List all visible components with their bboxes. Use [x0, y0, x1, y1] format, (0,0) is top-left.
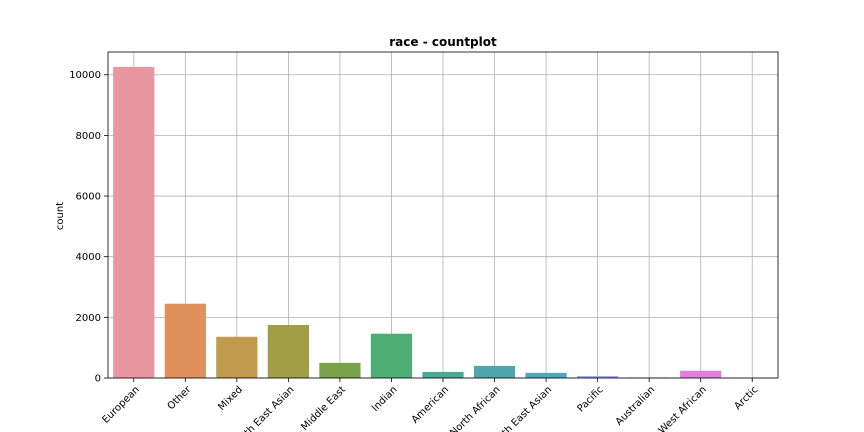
y-axis-label: count: [55, 202, 66, 230]
x-tick-label: American: [410, 384, 451, 425]
bar-other: [164, 303, 206, 378]
x-tick-label: European: [100, 384, 141, 425]
x-tick-label: Other: [166, 384, 194, 412]
y-tick-label: 4000: [76, 252, 101, 263]
bar-mixed: [216, 336, 258, 378]
x-tick-label: Australian: [614, 384, 658, 428]
y-tick-label: 0: [95, 374, 101, 385]
x-tick-label: Middle East: [299, 384, 348, 432]
x-tick-label: Pacific: [575, 384, 605, 414]
x-tick-label: Indian: [370, 384, 400, 414]
bar-north-african: [473, 365, 516, 378]
chart-title: race - countplot: [389, 35, 497, 49]
bar-pacific: [577, 376, 619, 378]
grid-layer: [108, 52, 778, 379]
bar-north-east-asian: [525, 372, 567, 378]
y-tick-label: 10000: [69, 70, 101, 81]
bar-south-east-asian: [267, 324, 309, 378]
x-tick-label: Arctic: [732, 384, 760, 412]
x-tick-label: North African: [448, 384, 502, 432]
bar-indian: [370, 333, 413, 378]
bar-layer: [113, 66, 773, 379]
x-tick-label: Mixed: [216, 384, 245, 413]
bar-middle-east: [319, 362, 361, 378]
bar-european: [113, 66, 155, 379]
bar-american: [422, 371, 464, 378]
y-tick-label: 8000: [76, 131, 101, 142]
bar-west-african: [680, 370, 722, 378]
plot-frame: [107, 51, 779, 379]
y-tick-label: 2000: [76, 313, 101, 324]
y-tick-label: 6000: [76, 192, 101, 203]
x-tick-label: West African: [657, 384, 709, 432]
